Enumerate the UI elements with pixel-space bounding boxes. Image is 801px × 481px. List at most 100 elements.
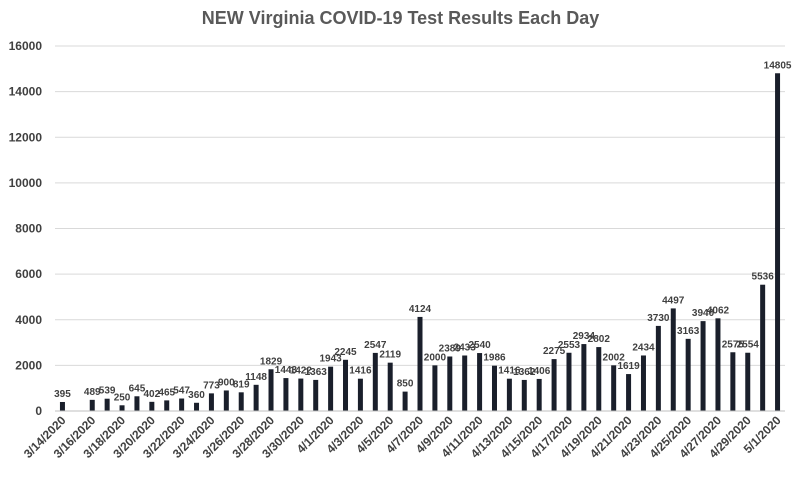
bar [253,384,259,411]
bar [521,379,527,411]
data-label: 2119 [379,350,401,361]
y-tick-label: 16000 [9,39,43,53]
data-label: 1416 [498,366,521,377]
y-axis-tick-labels: 0 2000 4000 6000 8000 10000 12000 14000 16000 [9,39,43,418]
y-tick-label: 10000 [9,176,43,190]
data-label: 2802 [588,334,611,345]
bar [462,355,468,411]
data-label: 2547 [364,340,387,351]
bar [208,393,214,411]
data-label: 465 [158,387,175,398]
data-label: 850 [397,379,414,390]
bar [551,359,557,411]
bar [640,355,646,411]
data-label: 2934 [573,331,596,342]
y-tick-label: 14000 [9,85,43,99]
data-label: 1422 [290,366,313,377]
data-label: 4062 [707,305,730,316]
bar [730,352,736,411]
bar [134,396,140,411]
data-label: 360 [188,390,205,401]
bar [179,398,185,411]
bar [357,378,363,411]
bar [670,308,676,411]
bar [387,362,393,411]
data-label: 900 [218,377,235,388]
bar [760,284,766,411]
bar [626,374,632,411]
data-label: 1416 [349,366,372,377]
data-label: 539 [99,386,116,397]
bar [104,398,110,411]
bar [506,378,512,411]
data-label: 2554 [737,340,760,351]
bar [283,378,289,411]
bar [298,378,304,411]
data-label: 645 [129,383,146,394]
data-label: 1363 [305,367,328,378]
data-label: 2575 [722,339,745,350]
bar [238,392,244,411]
bar [328,366,334,411]
data-label: 1443 [275,365,298,376]
bar [164,400,170,411]
data-label: 773 [203,380,220,391]
data-label: 4497 [662,295,685,306]
bar [372,352,378,411]
bar [268,369,274,411]
bar [402,391,408,411]
y-tick-label: 0 [35,404,42,418]
data-label: 3163 [677,326,700,337]
data-label: 1406 [528,366,551,377]
data-label: 1362 [513,367,536,378]
bar [194,402,200,411]
data-label: 402 [143,389,160,400]
x-axis-tick-labels: 3/14/20203/16/20203/18/20203/20/20203/22… [21,413,784,461]
bar [536,378,542,411]
data-label: 3730 [647,313,670,324]
bar [655,325,661,411]
bar [611,365,617,411]
data-label: 14805 [764,60,792,71]
data-label: 2540 [468,340,491,351]
data-label: 2245 [334,347,357,358]
data-label: 2553 [558,340,581,351]
bar [447,356,453,411]
data-label: 2275 [543,346,566,357]
bar [432,365,438,411]
y-tick-label: 6000 [15,267,42,281]
data-label: 4124 [409,304,432,315]
data-label: 250 [114,392,131,403]
data-label: 2433 [454,342,477,353]
data-label: 395 [54,389,71,400]
bar [581,344,587,411]
data-label: 1148 [245,372,267,383]
y-tick-label: 4000 [15,313,42,327]
bar [313,379,319,411]
bar [685,338,691,411]
data-label: 1943 [319,354,342,365]
y-tick-label: 2000 [15,358,42,372]
data-label: 2389 [439,344,462,355]
bar [596,347,602,411]
data-label: 2434 [632,342,655,353]
bar [119,405,125,411]
data-label: 819 [233,379,250,390]
data-label: 1829 [260,356,283,367]
data-label: 2002 [603,352,626,363]
bar [417,316,423,411]
data-label: 2000 [424,352,447,363]
bar [343,359,349,411]
y-tick-label: 8000 [15,222,42,236]
bars [59,73,781,412]
data-label: 1619 [617,361,640,372]
bar [89,399,95,411]
bar [715,318,721,411]
data-labels: 395 4895392506454024655473607739008191148… [54,60,792,403]
data-label: 1986 [483,353,506,364]
bar [775,73,781,412]
bar [745,352,751,411]
bar [223,390,229,411]
